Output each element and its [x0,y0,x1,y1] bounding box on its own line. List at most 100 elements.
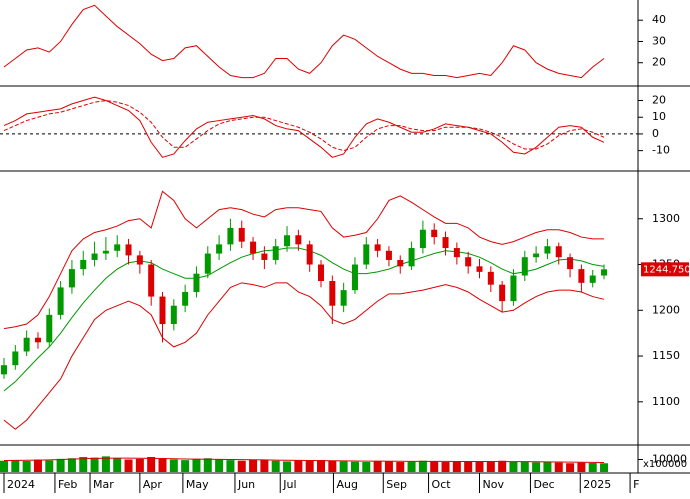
volume-bar [283,461,292,472]
candle-body [487,271,494,285]
y-tick-label: 1150 [652,349,680,362]
candle-body [318,264,324,281]
candle-body [533,253,540,258]
candle-body [329,281,336,306]
candle-body [453,248,460,258]
candle-body [170,305,177,325]
volume-bar [588,463,597,472]
unit-label: x100000 [643,459,687,470]
x-tick-label: 2024 [7,478,35,491]
volume-bar [22,461,31,472]
volume-bar [396,462,405,472]
last-price-box [641,262,689,277]
volume-bar [328,460,337,472]
x-tick-label: Mar [93,478,114,491]
candle-body [589,275,596,283]
series-line [3,247,605,392]
series-line [3,282,605,430]
volume-bar [407,461,416,472]
volume-bar [113,458,122,472]
candle-body [23,337,30,352]
x-tick-label: Jun [237,478,255,491]
candle-body [216,244,223,254]
candle-body [46,314,53,343]
candle-body [193,273,200,292]
volume-bar [0,460,8,472]
candle-body [204,253,211,274]
x-tick-label: Aug [336,478,357,491]
volume-bar [520,462,529,472]
candle-body [250,241,257,254]
volume-bar [79,457,88,472]
volume-bar [249,459,258,472]
y-tick-label: 40 [652,13,666,26]
volume-bar [135,458,144,472]
candle-body [578,269,585,283]
candle-body [521,257,528,276]
x-tick-label: Apr [143,478,163,491]
y-tick-label: 1100 [652,395,680,408]
volume-bar [215,459,224,472]
candle-body [1,365,7,375]
volume-bar [294,460,303,472]
volume-bar [509,461,518,472]
candle-body [544,246,551,254]
candle-body [419,229,426,249]
candle-body [431,229,438,238]
volume-bar [566,463,575,472]
volume-bar [237,460,246,472]
volume-bar [464,461,473,472]
candle-body [476,266,483,272]
x-tick-label: Dec [533,478,554,491]
candle-body [272,246,279,260]
volume-bar [158,458,167,472]
volume-bar [147,457,156,472]
volume-bar [554,462,563,472]
x-tick-label: 2025 [583,478,611,491]
candle-body [114,244,121,251]
candle-body [295,235,302,245]
volume-bar [384,461,393,472]
volume-bar [305,461,314,472]
candle-body [601,269,608,276]
volume-bar [124,459,133,472]
candle-body [340,290,347,306]
candle-body [227,227,234,245]
candle-body [442,237,449,249]
volume-bar [181,460,190,472]
volume-bar [169,459,178,472]
x-tick-label: Feb [58,478,77,491]
volume-bar [475,462,484,472]
volume-bar [203,458,212,472]
candle-body [261,253,268,260]
volume-bar [350,461,359,472]
x-tick-label: Jul [282,478,296,491]
last-price-label: 1244.750 [643,264,690,275]
volume-bar [418,460,427,472]
series-line [3,100,605,152]
candle-body [159,296,166,325]
y-tick-label: 10 [652,110,666,123]
volume-bar [486,461,495,472]
volume-bar [271,460,280,472]
candle-body [238,227,245,242]
y-tick-label: 10000 [652,453,687,466]
candle-body [91,253,98,260]
candle-body [510,275,517,302]
volume-bar [67,458,76,472]
y-tick-label: 30 [652,34,666,47]
candle-body [34,337,41,343]
candle-body [102,250,109,254]
candle-body [499,284,506,302]
volume-bar [56,458,65,472]
volume-bar [362,462,371,472]
series-line [3,457,605,463]
volume-bar [543,461,552,472]
volume-bar [373,461,382,472]
volume-bar [430,461,439,472]
volume-bar [90,457,99,472]
candle-body [363,244,370,265]
candle-body [12,351,19,366]
